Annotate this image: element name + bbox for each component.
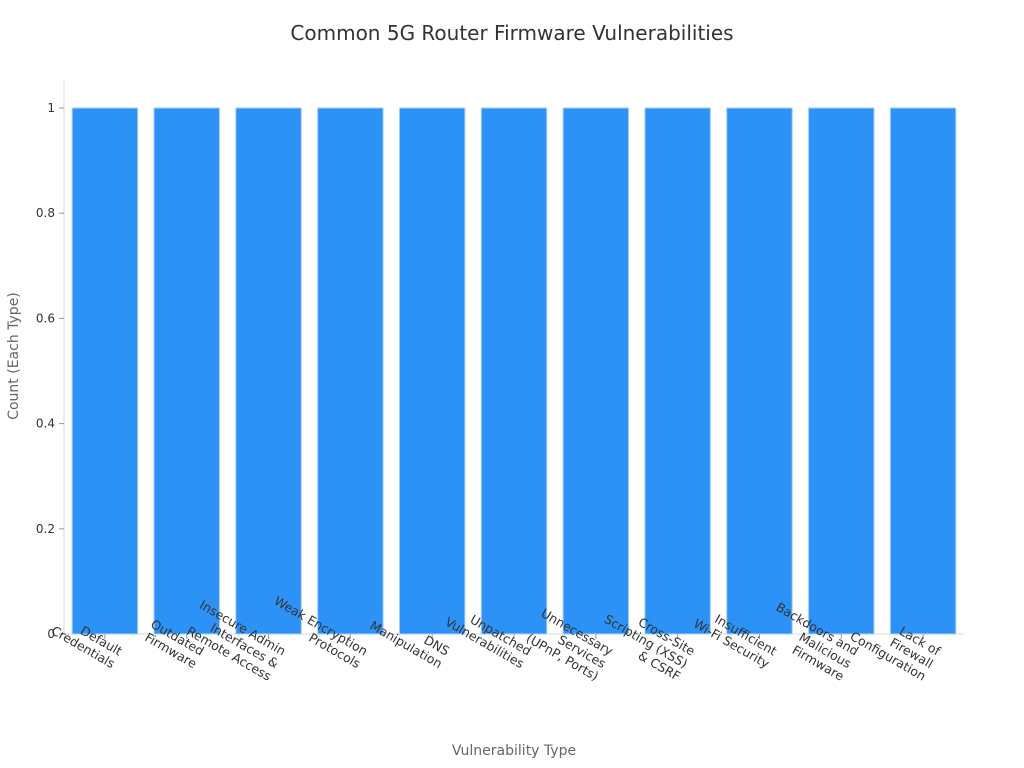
bar [726, 107, 793, 635]
bar [562, 107, 630, 635]
bar [480, 107, 548, 635]
y-tick-label: 0.2 [36, 522, 55, 536]
bar [398, 107, 466, 635]
bar [235, 107, 302, 635]
bar [889, 107, 957, 635]
y-tick-label: 0 [47, 627, 55, 641]
bar [808, 107, 875, 635]
bar [71, 107, 139, 635]
y-tick-label: 0.8 [36, 206, 55, 220]
bar-series [71, 107, 957, 639]
y-axis-ticks: 0 0.2 0.4 0.6 0.8 1 [36, 101, 64, 641]
bar [317, 107, 384, 635]
y-tick-label: 0.4 [36, 417, 55, 431]
bar [153, 107, 220, 635]
chart-title: Common 5G Router Firmware Vulnerabilitie… [290, 21, 733, 45]
bar [644, 107, 711, 635]
y-axis-label: Count (Each Type) [6, 292, 22, 420]
y-tick-label: 0.6 [36, 311, 55, 325]
x-axis-label: Vulnerability Type [452, 743, 576, 759]
y-tick-label: 1 [47, 101, 55, 115]
